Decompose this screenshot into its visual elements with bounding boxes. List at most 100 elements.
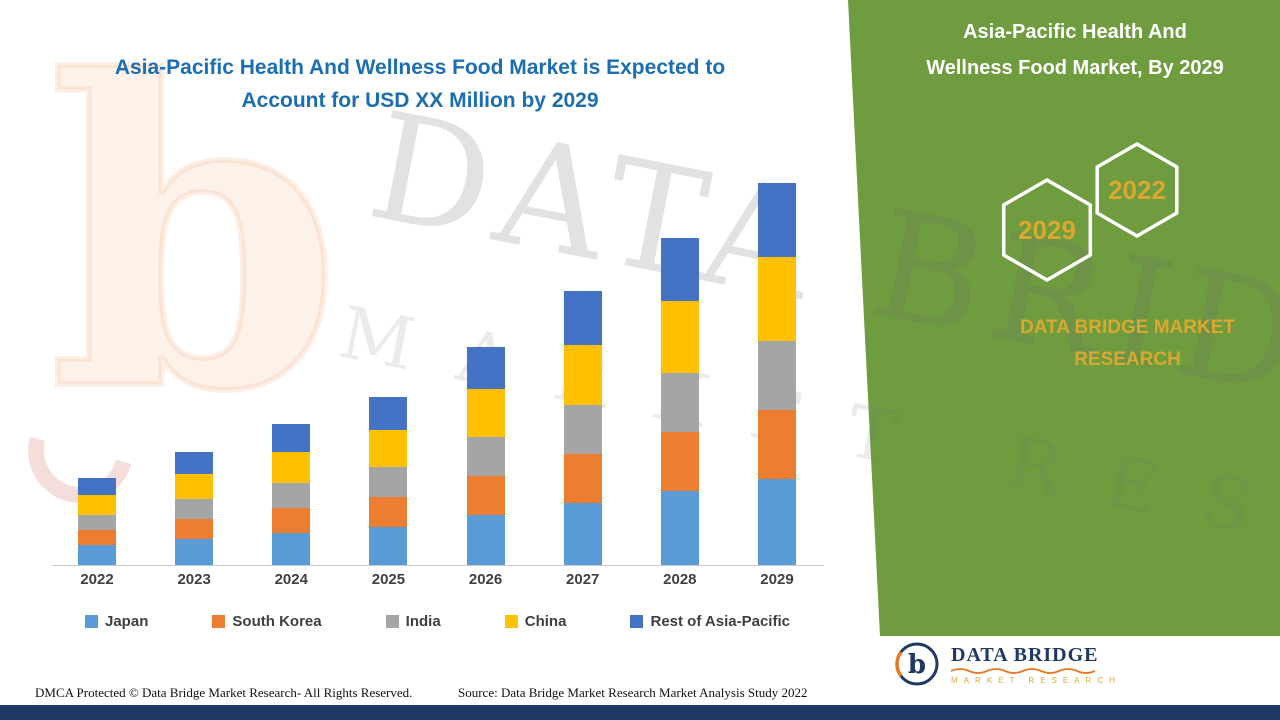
chart-legend: Japan South Korea India China Rest of Asia-P… xyxy=(85,613,790,630)
legend-swatch xyxy=(385,615,399,628)
chart-title: Asia-Pacific Health And Wellness Food Ma… xyxy=(70,52,770,117)
bar-segment-japan xyxy=(757,479,796,565)
bar-segment-south-korea xyxy=(78,530,116,545)
legend-label: Rest of Asia-Pacific xyxy=(650,613,790,630)
stacked-bar xyxy=(660,238,699,565)
bar-segment-india xyxy=(466,437,505,476)
hexagon-year-2022: 2022 xyxy=(1108,175,1166,205)
logo-name: DATA BRIDGE xyxy=(951,643,1099,666)
logo-letter: b xyxy=(908,650,926,680)
x-axis-label: 2026 xyxy=(468,571,503,588)
databridge-logo: b DATA BRIDGE MARKET RESEARCH xyxy=(893,640,1121,688)
bar-segment-japan xyxy=(78,545,116,565)
logo-squiggle xyxy=(951,667,1096,674)
bar-column-2028: 2028 xyxy=(649,172,711,589)
brand-line1: DATA BRIDGE MARKET xyxy=(1020,317,1235,338)
bar-segment-china xyxy=(563,345,602,405)
x-axis-label: 2027 xyxy=(566,571,600,588)
hexagon-2022 xyxy=(1095,141,1179,239)
brand-line2: RESEARCH xyxy=(1074,349,1181,371)
x-axis-label: 2024 xyxy=(274,571,308,588)
bar-segment-india xyxy=(563,405,602,454)
bar-column-2023: 2023 xyxy=(163,172,225,589)
bar-segment-china xyxy=(272,452,311,483)
bar-segment-japan xyxy=(272,533,311,565)
bar-segment-south-korea xyxy=(757,410,796,479)
bar-segment-south-korea xyxy=(369,497,408,527)
brand-wordmark: DATA BRIDGE MARKET RESEARCH xyxy=(955,312,1280,377)
legend-item: China xyxy=(504,613,567,630)
panel-title: Asia-Pacific Health And Wellness Food Ma… xyxy=(905,14,1245,86)
chart-title-line2: Account for USD XX Million by 2029 xyxy=(241,88,599,112)
legend-swatch xyxy=(85,615,98,628)
bar-segment-india xyxy=(175,499,214,519)
stacked-bar xyxy=(563,291,602,565)
bar-segment-china xyxy=(757,257,796,341)
stacked-bar xyxy=(757,183,796,565)
dmca-notice: DMCA Protected © Data Bridge Market Rese… xyxy=(35,685,413,700)
bar-column-2029: 2029 xyxy=(746,172,808,589)
legend-swatch xyxy=(630,615,644,628)
bar-segment-south-korea xyxy=(563,454,602,503)
bar-segment-india xyxy=(78,515,116,530)
bar-segment-south-korea xyxy=(175,519,214,539)
year-hexagons: 2029 2022 xyxy=(1001,141,1179,283)
stacked-bar-chart: 2022 2023 2024 2025 2026 2027 2028 2029 xyxy=(52,172,824,589)
bar-segment-rest-of-asia-pacific xyxy=(175,452,214,474)
bar-column-2024: 2024 xyxy=(260,172,322,589)
chart-title-line1: Asia-Pacific Health And Wellness Food Ma… xyxy=(114,56,726,79)
legend-item: Japan xyxy=(85,613,148,630)
hexagon-2029 xyxy=(1001,177,1093,283)
bar-segment-rest-of-asia-pacific xyxy=(369,397,408,430)
bar-segment-china xyxy=(369,430,408,467)
stacked-bar xyxy=(466,347,505,565)
hexagon-year-2029: 2029 xyxy=(1018,215,1076,245)
logo-subtitle: MARKET RESEARCH xyxy=(951,675,1121,685)
bar-column-2027: 2027 xyxy=(552,172,614,589)
bar-segment-india xyxy=(272,483,311,508)
panel-title-line2: Wellness Food Market, By 2029 xyxy=(926,57,1224,79)
bar-segment-rest-of-asia-pacific xyxy=(466,347,505,389)
footer-bar xyxy=(0,705,1280,720)
logo-orange-arc xyxy=(895,650,903,678)
bar-column-2025: 2025 xyxy=(357,172,419,589)
stacked-bar xyxy=(369,397,408,565)
bar-segment-china xyxy=(660,301,699,373)
bar-segment-japan xyxy=(563,503,602,565)
x-axis-label: 2025 xyxy=(371,571,406,588)
bar-segment-rest-of-asia-pacific xyxy=(563,291,602,345)
bar-segment-japan xyxy=(466,515,505,565)
bar-segment-rest-of-asia-pacific xyxy=(660,238,699,301)
x-axis-label: 2028 xyxy=(663,571,697,588)
stacked-bar xyxy=(272,424,311,565)
source-note: Source: Data Bridge Market Research Mark… xyxy=(458,685,808,700)
legend-item: South Korea xyxy=(212,613,322,630)
legend-label: South Korea xyxy=(232,613,322,630)
x-axis-label: 2023 xyxy=(177,571,211,588)
bar-segment-japan xyxy=(660,491,699,565)
panel-title-line1: Asia-Pacific Health And xyxy=(963,21,1187,43)
legend-swatch xyxy=(504,615,518,628)
bar-column-2026: 2026 xyxy=(455,172,517,589)
stacked-bar xyxy=(175,452,214,565)
bar-segment-rest-of-asia-pacific xyxy=(757,183,796,257)
x-axis-line xyxy=(52,565,824,566)
bar-segment-japan xyxy=(369,527,408,565)
bar-segment-south-korea xyxy=(466,476,505,515)
legend-item: Rest of Asia-Pacific xyxy=(630,613,790,630)
bar-segment-rest-of-asia-pacific xyxy=(78,478,116,495)
bar-segment-china xyxy=(78,495,116,515)
bar-column-2022: 2022 xyxy=(66,172,128,589)
x-axis-label: 2029 xyxy=(760,571,794,588)
bar-segment-south-korea xyxy=(660,432,699,491)
stacked-bar xyxy=(78,478,116,565)
bar-segment-india xyxy=(660,373,699,432)
bars-row: 2022 2023 2024 2025 2026 2027 2028 2029 xyxy=(66,172,808,589)
legend-swatch xyxy=(212,615,226,628)
x-axis-label: 2022 xyxy=(80,571,114,588)
legend-label: India xyxy=(405,613,441,630)
legend-label: China xyxy=(524,613,567,630)
databridge-logo-icon: b xyxy=(895,642,939,686)
